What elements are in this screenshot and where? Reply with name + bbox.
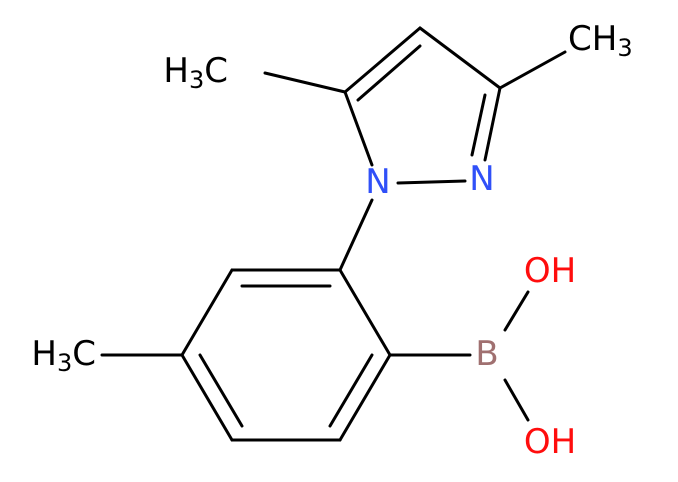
atom-symbol: OH <box>524 422 576 462</box>
bond <box>483 86 502 162</box>
atom-symbol: N <box>469 159 494 199</box>
atom-label: H3C <box>163 51 228 95</box>
atom-symbol: H <box>31 334 57 374</box>
bond <box>498 50 567 90</box>
bond <box>343 26 422 94</box>
bond <box>180 353 234 442</box>
atom-symbol: C <box>204 51 228 91</box>
bond <box>328 353 374 428</box>
bond <box>396 179 467 185</box>
atom-symbol: H <box>163 51 189 91</box>
atom-symbol: B <box>475 334 498 374</box>
atom-symbol: OH <box>524 251 576 291</box>
atom-label: B <box>475 334 498 374</box>
subscript: 3 <box>189 66 204 94</box>
atom-symbol: C <box>72 334 96 374</box>
atom-label: CH3 <box>568 19 633 63</box>
bond <box>338 268 392 357</box>
bond <box>503 378 530 422</box>
atom-label: N <box>469 159 494 199</box>
bond <box>470 93 487 157</box>
bond <box>356 44 422 102</box>
bond <box>418 26 502 90</box>
atom-label: H3C <box>31 334 96 378</box>
atom-label: OH <box>524 422 576 462</box>
subscript: 3 <box>617 34 632 62</box>
atom-symbol: CH <box>568 19 617 59</box>
bond <box>180 268 234 357</box>
bond <box>198 353 244 428</box>
bonds <box>100 26 567 442</box>
bond <box>343 90 374 167</box>
bond <box>338 198 374 272</box>
bond <box>503 290 530 332</box>
bond <box>338 353 392 442</box>
atom-symbol: N <box>365 162 390 202</box>
bond <box>263 71 347 94</box>
atom-label: OH <box>524 251 576 291</box>
subscript: 3 <box>57 349 72 377</box>
atom-label: N <box>365 162 390 202</box>
